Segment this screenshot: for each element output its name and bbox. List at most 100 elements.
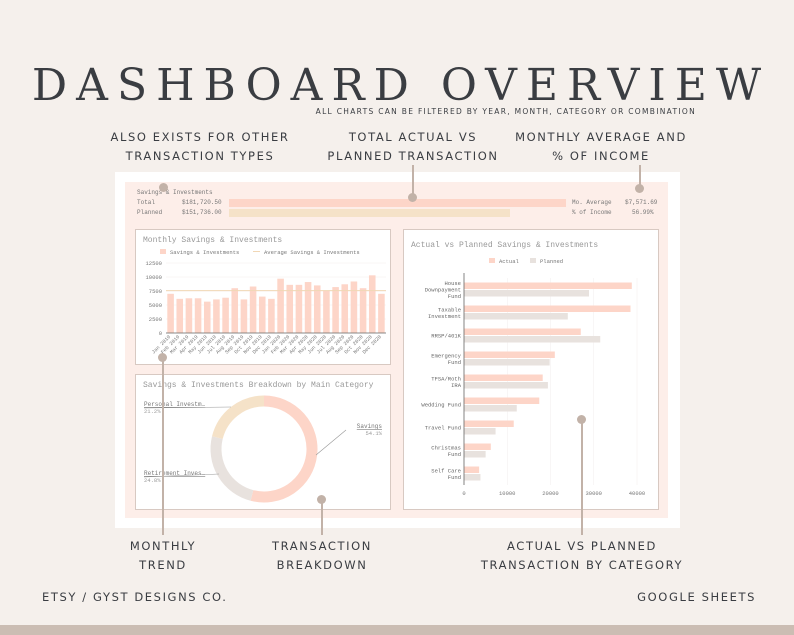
annotation-line: ALSO EXISTS FOR OTHER [110, 130, 290, 144]
connector-dot [159, 183, 168, 192]
annotation-breakdown: TRANSACTION BREAKDOWN [252, 537, 392, 575]
bar [332, 287, 339, 333]
bar [258, 296, 266, 333]
monthly-chart[interactable]: Savings & Investments Average Savings & … [136, 230, 392, 366]
y-tick-label: 12500 [145, 260, 162, 267]
annotation-monthly-trend: MONTHLY TREND [103, 537, 223, 575]
bar-actual [464, 374, 543, 381]
page-title: DASHBOARD OVERVIEW [31, 60, 771, 111]
income-value: 56.99% [632, 209, 654, 216]
slice-leader [143, 473, 220, 478]
y-tick-label: Christmas [431, 444, 461, 451]
bar [231, 288, 239, 333]
bar [268, 298, 275, 333]
bar-actual [464, 305, 631, 312]
bar [222, 297, 229, 333]
actual-vs-planned-chart[interactable]: Actual Planned 0 10000 20000 30000 40000 Hous… [404, 230, 660, 511]
annotation-total: TOTAL ACTUAL VS PLANNED TRANSACTION [313, 128, 513, 166]
bar [203, 301, 211, 333]
footer-right: GOOGLE SHEETS [637, 590, 756, 604]
y-tick-label: 10000 [145, 274, 162, 281]
bar-actual [464, 443, 491, 450]
x-tick-label: 10000 [499, 490, 516, 497]
x-tick-label: 0 [462, 490, 465, 497]
connector-line [639, 165, 641, 187]
legend-label: Planned [540, 258, 563, 265]
bar [240, 299, 248, 333]
y-tick-label: Emergency [431, 352, 461, 359]
total-bar [229, 199, 566, 207]
y-tick-label: 7500 [149, 288, 162, 295]
annotation-line: MONTHLY AVERAGE AND [515, 130, 687, 144]
connector-dot [635, 184, 644, 193]
bar-planned [464, 290, 589, 297]
actual-vs-planned-title: Actual vs Planned Savings & Investments [411, 241, 599, 250]
connector-dot [158, 353, 167, 362]
breakdown-chart-card: Savings & Investments Breakdown by Main … [135, 374, 391, 510]
annotation-other-types: ALSO EXISTS FOR OTHER TRANSACTION TYPES [100, 128, 300, 166]
slice-percent: 24.8% [144, 477, 161, 484]
bar [176, 298, 184, 333]
monthly-chart-card: Monthly Savings & Investments Savings & … [135, 229, 391, 365]
bar [213, 299, 220, 333]
legend-swatch-actual [160, 249, 166, 254]
y-tick-label: RRSP/401K [431, 333, 461, 340]
legend-swatch-planned [530, 258, 536, 263]
bar-planned [464, 428, 496, 435]
y-tick-label: House [444, 280, 461, 287]
y-tick-label: Fund [448, 451, 461, 458]
y-tick-label: 0 [159, 330, 162, 337]
y-tick-label: Fund [448, 293, 461, 300]
y-tick-label: Self Care [431, 467, 461, 474]
slice-leader [315, 429, 347, 456]
annotation-line: ACTUAL VS PLANNED [507, 539, 657, 553]
connector-line [321, 500, 323, 535]
bar [313, 285, 321, 333]
bar [286, 284, 294, 333]
annotation-line: PLANNED TRANSACTION [327, 149, 499, 163]
annotation-line: BREAKDOWN [276, 558, 368, 572]
y-tick-label: Travel Fund [425, 425, 461, 432]
total-value: $181,720.50 [182, 199, 222, 206]
bar-actual [464, 328, 581, 335]
bar [249, 286, 257, 333]
bar-actual [464, 282, 632, 289]
annotation-monthly-average: MONTHLY AVERAGE AND % OF INCOME [501, 128, 701, 166]
connector-line [581, 420, 583, 535]
annotation-line: TREND [139, 558, 187, 572]
summary-section: Savings & Investments [137, 189, 213, 196]
bar [378, 293, 385, 333]
y-tick-label: 2500 [149, 316, 162, 323]
connector-dot [408, 193, 417, 202]
connector-dot [317, 495, 326, 504]
y-tick-label: Fund [448, 359, 461, 366]
slice-percent: 21.2% [144, 408, 161, 415]
y-tick-label: Wedding Fund [421, 402, 461, 409]
connector-dot [577, 415, 586, 424]
income-label: % of Income [572, 209, 612, 216]
bar [185, 298, 193, 333]
legend-label: Average Savings & Investments [264, 249, 360, 256]
actual-vs-planned-card: Actual vs Planned Savings & Investments … [403, 229, 659, 510]
bar-actual [464, 351, 555, 358]
bar [304, 282, 312, 333]
avg-value: $7,571.69 [625, 199, 658, 206]
slice-label: Personal Investm… [144, 401, 206, 408]
bar-actual [464, 420, 514, 427]
bar [295, 284, 303, 333]
x-tick-label: 40000 [629, 490, 646, 497]
bar [359, 288, 367, 333]
bar [341, 284, 349, 333]
annotation-line: TOTAL ACTUAL VS [348, 130, 478, 144]
bar [368, 275, 376, 333]
legend-swatch-actual [489, 258, 495, 263]
y-tick-label: TFSA/Roth [431, 375, 461, 382]
bar-planned [464, 336, 601, 343]
x-tick-label: 20000 [542, 490, 559, 497]
annotation-line: % OF INCOME [552, 149, 650, 163]
slice-label: Retirement Inves… [144, 470, 206, 477]
bar-planned [464, 474, 481, 481]
page-subtitle: ALL CHARTS CAN BE FILTERED BY YEAR, MONT… [315, 107, 696, 116]
legend-label: Actual [499, 258, 519, 265]
